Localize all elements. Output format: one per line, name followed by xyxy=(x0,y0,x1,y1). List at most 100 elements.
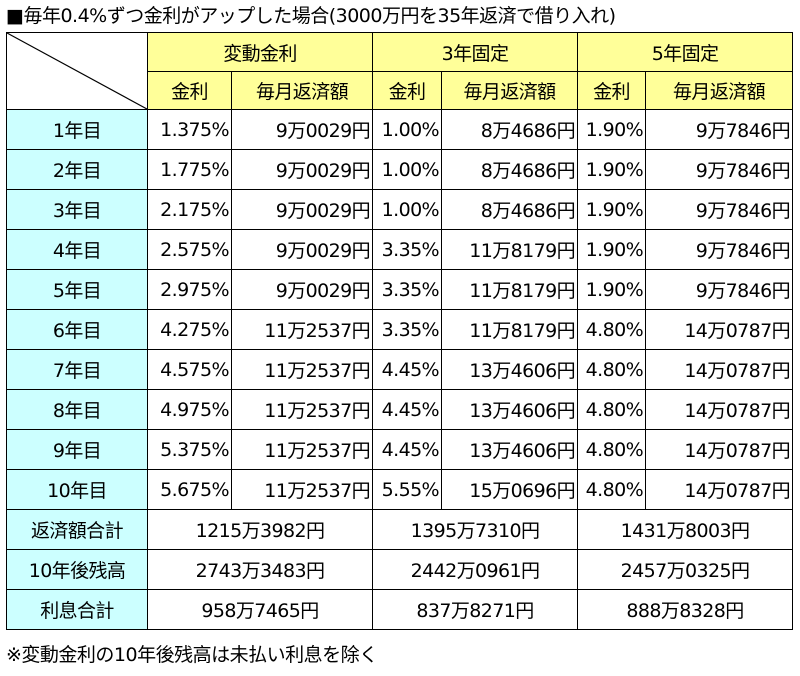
summary-label: 10年後残高 xyxy=(6,549,148,590)
rate-cell: 3.35% xyxy=(372,309,443,350)
rate-cell: 1.90% xyxy=(577,149,647,190)
table-row: 3年目 2.175% 9万0029円 1.00% 8万4686円 1.90% 9万7846円 xyxy=(6,189,794,230)
monthly-payment-cell: 13万4606円 xyxy=(441,429,579,470)
table-row: 1年目 1.375% 9万0029円 1.00% 8万4686円 1.90% 9万7846円 xyxy=(6,109,794,150)
monthly-payment-cell: 9万0029円 xyxy=(230,269,374,310)
group-header-5yr-fixed: 5年固定 xyxy=(577,32,794,72)
monthly-payment-cell: 8万4686円 xyxy=(441,109,579,150)
rate-cell: 2.175% xyxy=(147,189,232,230)
monthly-payment-cell: 11万8179円 xyxy=(441,229,579,270)
row-label: 10年目 xyxy=(6,469,148,510)
summary-value-cell: 1215万3982円 xyxy=(146,509,374,550)
summary-label: 返済額合計 xyxy=(6,509,148,550)
rate-cell: 4.45% xyxy=(372,429,443,470)
monthly-payment-cell: 9万7846円 xyxy=(645,189,794,230)
sub-header-monthly: 毎月返済額 xyxy=(230,71,374,110)
row-label: 7年目 xyxy=(6,349,148,390)
monthly-payment-cell: 9万7846円 xyxy=(645,229,794,270)
header-row-sub: 金利 毎月返済額 金利 毎月返済額 金利 毎月返済額 xyxy=(7,71,794,110)
summary-value-cell: 1395万7310円 xyxy=(372,509,579,550)
table-row: 9年目 5.375% 11万2537円 4.45% 13万4606円 4.80% 14万07… xyxy=(6,429,794,470)
year-rows: 1年目 1.375% 9万0029円 1.00% 8万4686円 1.90% 9万7846円… xyxy=(6,109,794,510)
summary-rows: 返済額合計 1215万3982円 1395万7310円 1431万8003円 10年後残… xyxy=(6,509,794,630)
rate-cell: 4.80% xyxy=(577,309,647,350)
row-label: 9年目 xyxy=(6,429,148,470)
corner-cell xyxy=(6,32,148,110)
sub-header-rate: 金利 xyxy=(577,71,647,110)
monthly-payment-cell: 9万7846円 xyxy=(645,269,794,310)
monthly-payment-cell: 14万0787円 xyxy=(645,469,794,510)
rate-cell: 4.80% xyxy=(577,469,647,510)
rate-cell: 5.675% xyxy=(147,469,232,510)
summary-value-cell: 2457万0325円 xyxy=(577,549,794,590)
row-label: 8年目 xyxy=(6,389,148,430)
table-row: 7年目 4.575% 11万2537円 4.45% 13万4606円 4.80% 14万07… xyxy=(6,349,794,390)
table-row: 2年目 1.775% 9万0029円 1.00% 8万4686円 1.90% 9万7846円 xyxy=(6,149,794,190)
diagonal-line xyxy=(7,33,147,109)
row-label: 1年目 xyxy=(6,109,148,150)
summary-row: 利息合計 958万7465円 837万8271円 888万8328円 xyxy=(6,589,794,630)
summary-value-cell: 2743万3483円 xyxy=(146,549,374,590)
rate-cell: 4.80% xyxy=(577,429,647,470)
rate-cell: 3.35% xyxy=(372,229,443,270)
rate-cell: 1.00% xyxy=(372,189,443,230)
summary-value-cell: 958万7465円 xyxy=(146,589,374,630)
table-row: 8年目 4.975% 11万2537円 4.45% 13万4606円 4.80% 14万07… xyxy=(6,389,794,430)
summary-value-cell: 837万8271円 xyxy=(372,589,579,630)
sub-header-rate: 金利 xyxy=(372,71,443,110)
rate-cell: 4.45% xyxy=(372,349,443,390)
rate-cell: 1.90% xyxy=(577,269,647,310)
summary-value-cell: 1431万8003円 xyxy=(577,509,794,550)
rate-cell: 5.55% xyxy=(372,469,443,510)
row-label: 2年目 xyxy=(6,149,148,190)
rate-cell: 1.90% xyxy=(577,109,647,150)
group-header-variable: 変動金利 xyxy=(146,32,374,72)
rate-cell: 3.35% xyxy=(372,269,443,310)
row-label: 6年目 xyxy=(6,309,148,350)
rate-cell: 2.975% xyxy=(147,269,232,310)
rate-cell: 1.00% xyxy=(372,109,443,150)
sub-header-rate: 金利 xyxy=(147,71,232,110)
rate-cell: 5.375% xyxy=(147,429,232,470)
monthly-payment-cell: 14万0787円 xyxy=(645,349,794,390)
monthly-payment-cell: 14万0787円 xyxy=(645,389,794,430)
summary-label: 利息合計 xyxy=(6,589,148,630)
footnote: ※変動金利の10年後残高は未払い利息を除く xyxy=(6,644,378,666)
rate-cell: 1.00% xyxy=(372,149,443,190)
monthly-payment-cell: 13万4606円 xyxy=(441,389,579,430)
header-row-groups: 変動金利 3年固定 5年固定 xyxy=(6,32,794,110)
summary-value-cell: 888万8328円 xyxy=(577,589,794,630)
monthly-payment-cell: 9万7846円 xyxy=(645,149,794,190)
monthly-payment-cell: 9万0029円 xyxy=(230,149,374,190)
table-row: 5年目 2.975% 9万0029円 3.35% 11万8179円 1.90% 9万7846… xyxy=(6,269,794,310)
monthly-payment-cell: 9万0029円 xyxy=(230,189,374,230)
monthly-payment-cell: 9万7846円 xyxy=(645,109,794,150)
summary-value-cell: 2442万0961円 xyxy=(372,549,579,590)
table-title: ■毎年0.4%ずつ金利がアップした場合(3000万円を35年返済で借り入れ) xyxy=(6,5,616,27)
row-label: 4年目 xyxy=(6,229,148,270)
rate-cell: 1.375% xyxy=(147,109,232,150)
rate-cell: 2.575% xyxy=(147,229,232,270)
monthly-payment-cell: 14万0787円 xyxy=(645,309,794,350)
sub-header-monthly: 毎月返済額 xyxy=(645,71,794,110)
monthly-payment-cell: 9万0029円 xyxy=(230,229,374,270)
row-label: 5年目 xyxy=(6,269,148,310)
monthly-payment-cell: 11万8179円 xyxy=(441,269,579,310)
row-label: 3年目 xyxy=(6,189,148,230)
monthly-payment-cell: 11万2537円 xyxy=(230,469,374,510)
rate-cell: 4.975% xyxy=(147,389,232,430)
rate-cell: 4.45% xyxy=(372,389,443,430)
monthly-payment-cell: 8万4686円 xyxy=(441,149,579,190)
monthly-payment-cell: 14万0787円 xyxy=(645,429,794,470)
monthly-payment-cell: 11万2537円 xyxy=(230,309,374,350)
monthly-payment-cell: 11万2537円 xyxy=(230,389,374,430)
sub-header-monthly: 毎月返済額 xyxy=(441,71,579,110)
summary-row: 返済額合計 1215万3982円 1395万7310円 1431万8003円 xyxy=(6,509,794,550)
monthly-payment-cell: 11万2537円 xyxy=(230,429,374,470)
monthly-payment-cell: 15万0696円 xyxy=(441,469,579,510)
table-row: 4年目 2.575% 9万0029円 3.35% 11万8179円 1.90% 9万7846… xyxy=(6,229,794,270)
monthly-payment-cell: 11万8179円 xyxy=(441,309,579,350)
monthly-payment-cell: 8万4686円 xyxy=(441,189,579,230)
monthly-payment-cell: 9万0029円 xyxy=(230,109,374,150)
table-row: 6年目 4.275% 11万2537円 3.35% 11万8179円 4.80% 14万07… xyxy=(6,309,794,350)
